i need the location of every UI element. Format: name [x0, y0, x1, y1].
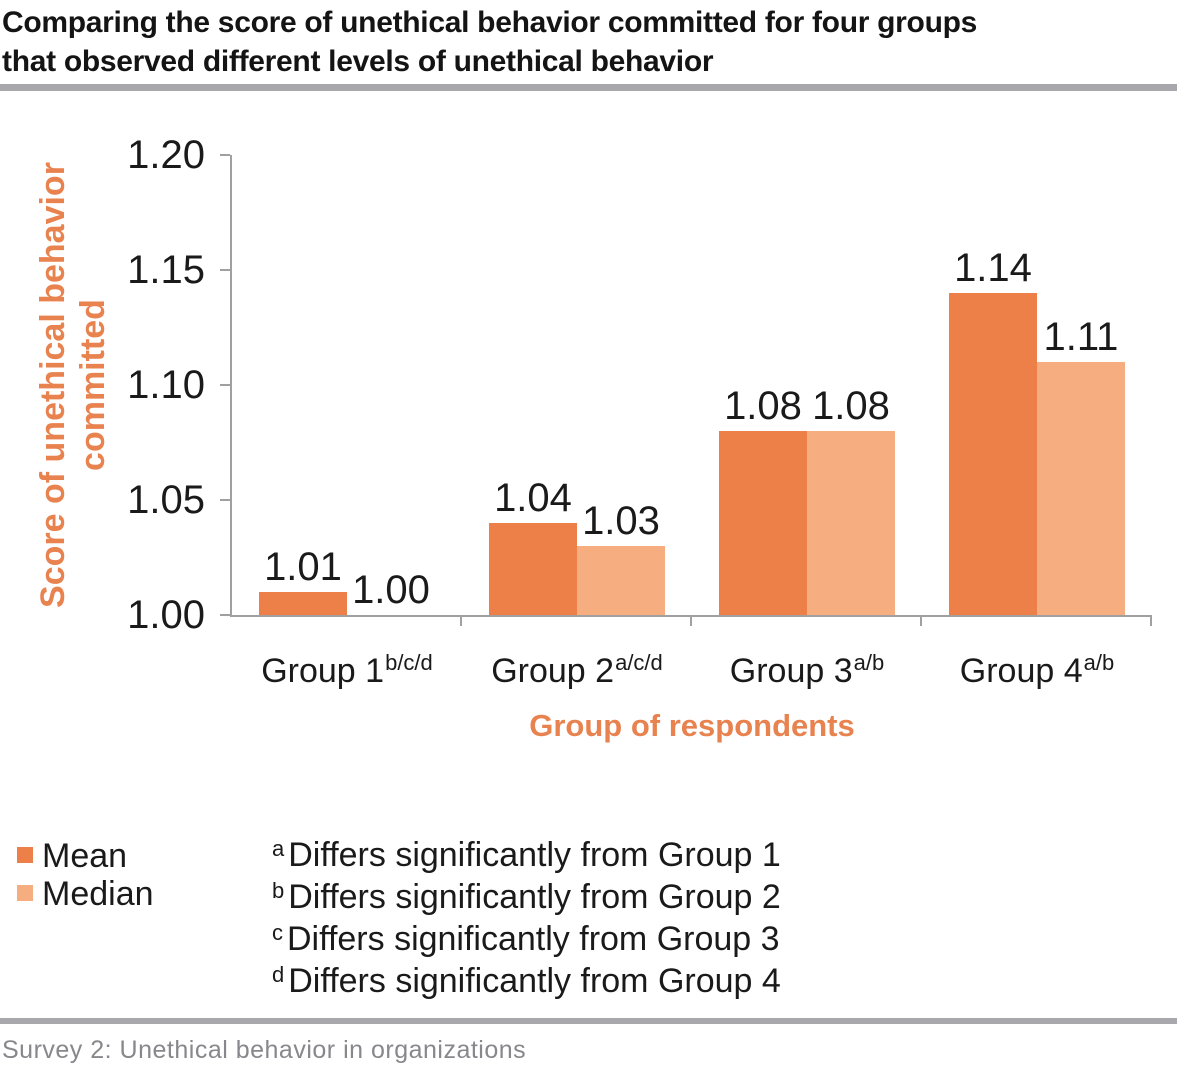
bottom-divider	[0, 1018, 1177, 1024]
x-category-label-group3: Group 3a/b	[692, 650, 922, 691]
footnote-text: Differs significantly from Group 2	[288, 878, 781, 916]
x-category-text: Group 3	[729, 652, 853, 690]
y-tick-mark	[220, 614, 230, 616]
y-tick-label: 1.10	[127, 363, 205, 407]
value-label-median-group2: 1.03	[582, 499, 660, 543]
footnote-text: Differs significantly from Group 3	[287, 920, 780, 958]
value-label-median-group3: 1.08	[812, 384, 890, 428]
x-category-text: Group 1	[261, 652, 385, 690]
legend-label: Median	[42, 875, 154, 913]
footnote-text: Differs significantly from Group 4	[288, 962, 781, 1000]
chart-title: Comparing the score of unethical behavio…	[2, 3, 1174, 81]
footnote-a: a Differs significantly from Group 1	[272, 836, 781, 878]
x-tick-mark	[1150, 617, 1152, 626]
footnotes: a Differs significantly from Group 1 b Diff…	[272, 836, 781, 1004]
y-tick-mark	[220, 499, 230, 501]
value-label-mean-group1: 1.01	[264, 545, 342, 589]
x-category-label-group2: Group 2a/c/d	[462, 650, 692, 691]
bar-mean-group3	[719, 431, 807, 615]
legend-item-median: Median	[17, 876, 154, 914]
source-note: Survey 2: Unethical behavior in organiza…	[2, 1036, 527, 1064]
x-axis-title: Group of respondents	[529, 708, 855, 743]
x-axis-line	[230, 615, 1152, 617]
footnote-superscript: b	[272, 878, 285, 903]
legend-label: Mean	[42, 837, 128, 875]
top-divider	[0, 84, 1177, 91]
legend-item-mean: Mean	[17, 838, 154, 876]
footnote-superscript: c	[272, 920, 283, 945]
bar-mean-group4	[949, 293, 1037, 615]
legend: Mean Median	[17, 838, 154, 914]
bar-median-group4	[1037, 362, 1125, 615]
x-tick-mark	[460, 617, 462, 626]
footnote-superscript: a	[272, 836, 285, 861]
y-tick-label: 1.20	[127, 133, 205, 177]
y-axis-line	[230, 155, 232, 617]
y-tick-mark	[220, 269, 230, 271]
legend-swatch-mean	[17, 847, 33, 863]
legend-swatch-median	[17, 885, 33, 901]
x-category-label-group4: Group 4a/b	[922, 650, 1152, 691]
y-tick-label: 1.00	[127, 593, 205, 637]
y-tick-mark	[220, 384, 230, 386]
value-label-median-group1: 1.00	[352, 568, 430, 612]
x-tick-mark	[690, 617, 692, 626]
x-category-superscript: a/b	[1083, 650, 1115, 675]
value-label-mean-group4: 1.14	[954, 246, 1032, 290]
footnote-superscript: d	[272, 962, 285, 987]
value-label-mean-group3: 1.08	[724, 384, 802, 428]
footnote-d: d Differs significantly from Group 4	[272, 962, 781, 1004]
x-tick-mark	[920, 617, 922, 626]
y-tick-label: 1.05	[127, 478, 205, 522]
x-category-text: Group 2	[491, 652, 615, 690]
chart-title-line2: that observed different levels of unethi…	[2, 45, 714, 78]
x-category-text: Group 4	[959, 652, 1083, 690]
value-label-mean-group2: 1.04	[494, 476, 572, 520]
value-label-median-group4: 1.11	[1043, 315, 1119, 359]
footnote-c: c Differs significantly from Group 3	[272, 920, 781, 962]
footnote-b: b Differs significantly from Group 2	[272, 878, 781, 920]
x-category-superscript: b/c/d	[385, 650, 433, 675]
bar-mean-group1	[259, 592, 347, 615]
bar-mean-group2	[489, 523, 577, 615]
x-category-superscript: a/c/d	[615, 650, 663, 675]
footnote-text: Differs significantly from Group 1	[288, 836, 781, 874]
bar-median-group2	[577, 546, 665, 615]
x-category-label-group1: Group 1b/c/d	[232, 650, 462, 691]
y-tick-label: 1.15	[127, 248, 205, 292]
chart-title-line1: Comparing the score of unethical behavio…	[2, 6, 977, 39]
y-tick-mark	[220, 154, 230, 156]
bar-median-group3	[807, 431, 895, 615]
x-category-superscript: a/b	[853, 650, 885, 675]
